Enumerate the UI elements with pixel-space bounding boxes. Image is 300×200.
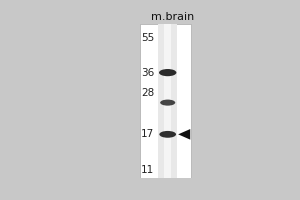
Bar	[164, 24, 171, 178]
Ellipse shape	[159, 131, 176, 138]
Text: 36: 36	[141, 68, 154, 78]
Bar	[158, 24, 177, 178]
Ellipse shape	[160, 100, 175, 106]
Text: 17: 17	[141, 129, 154, 139]
Text: 55: 55	[141, 33, 154, 43]
Polygon shape	[178, 129, 190, 140]
Text: 11: 11	[141, 165, 154, 175]
Text: 28: 28	[141, 88, 154, 98]
Text: m.brain: m.brain	[151, 12, 194, 22]
Ellipse shape	[159, 69, 176, 76]
Bar	[140, 24, 191, 178]
